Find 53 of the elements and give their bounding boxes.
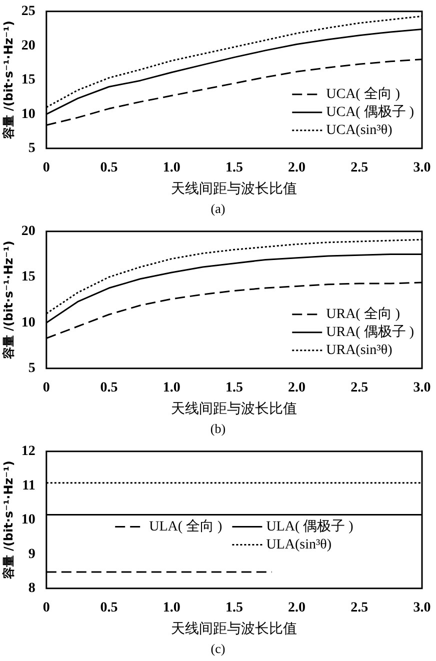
y-tick-label: 10 [21,512,36,528]
legend-label: URA( 偶极子 ) [326,324,414,340]
x-tick-label: 2.5 [350,160,368,176]
y-tick-label: 12 [21,444,36,460]
x-tick-label: 0.5 [100,380,118,396]
x-tick-label: 3.0 [413,600,431,616]
y-tick-label: 5 [28,361,36,376]
y-tick-label: 5 [28,141,36,156]
x-tick-label: 2.5 [350,380,368,396]
x-tick-label: 1.0 [162,380,180,396]
x-axis-title: 天线间距与波长比值 [171,621,298,638]
x-tick-label: 1.5 [225,600,243,616]
legend-label: UCA(sin³θ) [326,123,393,138]
legend-label: ULA( 全向 ) [149,518,223,534]
x-tick-label: 0.5 [100,160,118,176]
legend-label: URA(sin³θ) [326,343,393,358]
x-tick-label: 0 [42,160,50,176]
x-tick-label: 0 [42,380,50,396]
x-tick-label: 2.0 [288,380,306,396]
y-tick-label: 8 [28,581,36,596]
text: (b) [209,420,227,438]
y-axis-title: 容量 /(bit·s⁻¹·Hz⁻¹) [1,20,16,140]
legend-label: URA( 全向 ) [326,306,400,322]
x-tick-label: 3.0 [413,380,431,396]
y-tick-label: 20 [21,38,36,54]
x-tick-label: 1.0 [162,160,180,176]
y-tick-label: 10 [21,106,36,122]
x-tick-label: 2.0 [288,160,306,176]
x-tick-label: 1.0 [162,600,180,616]
x-tick-label: 0 [42,600,50,616]
y-axis-title: 容量 /(bit·s⁻¹·Hz⁻¹) [1,460,16,580]
x-axis-title: 天线间距与波长比值 [171,401,298,418]
y-tick-label: 20 [21,224,36,240]
y-tick-label: 25 [21,4,36,20]
y-tick-label: 15 [21,72,36,88]
legend-label: ULA(sin³θ) [266,537,332,552]
legend-label: UCA( 偶极子 ) [326,104,414,120]
x-tick-label: 2.0 [288,600,306,616]
text: (c) [210,640,226,658]
legend-label: UCA( 全向 ) [326,86,400,102]
x-tick-label: 1.5 [225,160,243,176]
x-tick-label: 3.0 [413,160,431,176]
x-tick-label: 1.5 [225,380,243,396]
y-tick-label: 15 [21,270,36,285]
x-axis-title: 天线间距与波长比值 [171,181,298,198]
y-tick-label: 11 [22,478,36,494]
x-tick-label: 0.5 [100,600,118,616]
y-axis-title: 容量 /(bit·s⁻¹·Hz⁻¹) [1,240,16,360]
y-tick-label: 9 [28,546,36,562]
y-tick-label: 10 [21,315,36,330]
text: (a) [210,200,226,218]
legend-label: ULA( 偶极子 ) [266,518,354,534]
x-tick-label: 2.5 [350,600,368,616]
